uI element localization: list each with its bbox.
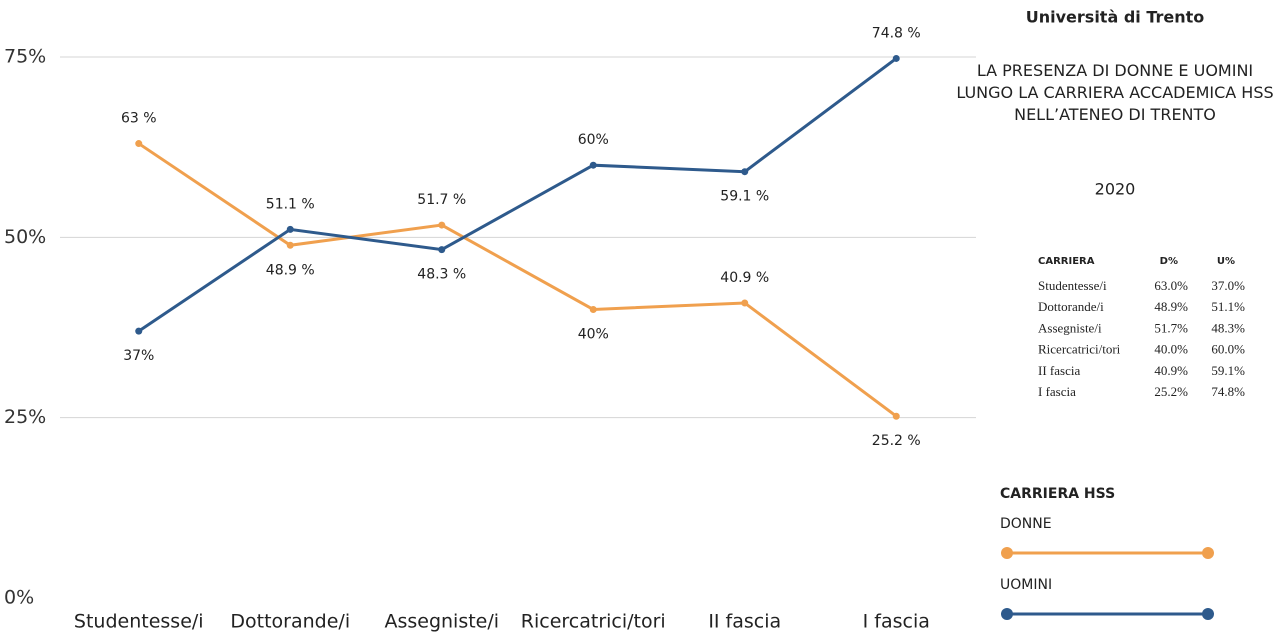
y-tick-label: 75% bbox=[4, 46, 46, 68]
point bbox=[438, 221, 446, 229]
table-cell: 48.3% bbox=[1211, 320, 1245, 335]
x-tick-label: I fascia bbox=[863, 611, 930, 633]
x-tick-label: Dottorande/i bbox=[230, 611, 350, 633]
legend-dot bbox=[1202, 608, 1214, 620]
table-cell: 74.8% bbox=[1211, 384, 1245, 399]
table-cell: 37.0% bbox=[1211, 278, 1245, 293]
point bbox=[286, 225, 294, 233]
y-tick-label: 0% bbox=[4, 587, 34, 609]
point bbox=[892, 412, 900, 420]
y-tick-label: 25% bbox=[4, 406, 46, 428]
data-label: 51.1 % bbox=[266, 196, 315, 212]
table-cell: Studentesse/i bbox=[1038, 278, 1107, 293]
table-cell: Ricercatrici/tori bbox=[1038, 342, 1121, 357]
legend-dot bbox=[1001, 608, 1013, 620]
data-label: 59.1 % bbox=[720, 189, 769, 205]
point bbox=[438, 246, 446, 254]
table-cell: 40.0% bbox=[1154, 342, 1188, 357]
table-cell: 51.7% bbox=[1154, 320, 1188, 335]
x-tick-label: Studentesse/i bbox=[74, 611, 204, 633]
table-cell: Assegniste/i bbox=[1038, 320, 1102, 335]
table-cell: Dottorande/i bbox=[1038, 299, 1104, 314]
panel-year: 2020 bbox=[1095, 180, 1136, 199]
panel-title: Università di Trento bbox=[1026, 8, 1205, 27]
table-cell: 60.0% bbox=[1211, 342, 1245, 357]
legend-title: CARRIERA HSS bbox=[1000, 486, 1115, 502]
point bbox=[892, 54, 900, 62]
table-header: D% bbox=[1160, 256, 1178, 267]
data-label: 48.9 % bbox=[266, 262, 315, 278]
legend-dot bbox=[1202, 547, 1214, 559]
panel-subtitle: LA PRESENZA DI DONNE E UOMINI LUNGO LA C… bbox=[956, 61, 1274, 124]
x-tick-label: Assegniste/i bbox=[384, 611, 499, 633]
series-line bbox=[137, 142, 898, 418]
point bbox=[589, 305, 597, 313]
data-label: 63 % bbox=[121, 111, 157, 127]
point bbox=[741, 168, 749, 176]
data-label: 48.3 % bbox=[417, 267, 466, 283]
data-label: 40.9 % bbox=[720, 270, 769, 286]
y-tick-label: 50% bbox=[4, 226, 46, 248]
x-tick-label: II fascia bbox=[708, 611, 781, 633]
legend-label: UOMINI bbox=[1000, 577, 1052, 593]
table-cell: 51.1% bbox=[1211, 299, 1245, 314]
data-label: 25.2 % bbox=[872, 433, 921, 449]
data-label: 60% bbox=[578, 132, 609, 148]
table-cell: 59.1% bbox=[1211, 363, 1245, 378]
point bbox=[589, 161, 597, 169]
table-cell: I fascia bbox=[1038, 384, 1076, 399]
table-cell: II fascia bbox=[1038, 363, 1080, 378]
table-cell: 63.0% bbox=[1154, 278, 1188, 293]
table-cell: 40.9% bbox=[1154, 363, 1188, 378]
data-label: 37% bbox=[123, 348, 154, 364]
point bbox=[135, 140, 143, 148]
point bbox=[741, 299, 749, 307]
legend-label: DONNE bbox=[1000, 516, 1052, 532]
table-header: CARRIERA bbox=[1038, 256, 1095, 267]
data-label: 40% bbox=[578, 326, 609, 342]
data-label: 51.7 % bbox=[417, 192, 466, 208]
point bbox=[286, 241, 294, 249]
x-tick-label: Ricercatrici/tori bbox=[521, 611, 666, 633]
table-cell: 48.9% bbox=[1154, 299, 1188, 314]
point bbox=[135, 327, 143, 335]
series-line bbox=[137, 57, 898, 333]
table-header: U% bbox=[1217, 256, 1235, 267]
table-cell: 25.2% bbox=[1154, 384, 1188, 399]
legend-dot bbox=[1001, 547, 1013, 559]
data-label: 74.8 % bbox=[872, 25, 921, 41]
